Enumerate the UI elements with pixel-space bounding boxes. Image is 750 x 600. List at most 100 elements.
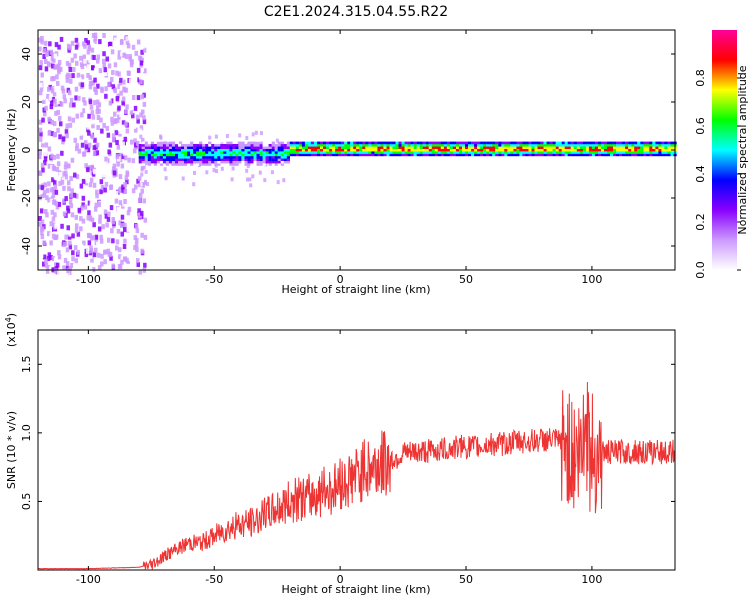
heatmap-cell bbox=[232, 146, 236, 149]
heatmap-cell bbox=[317, 151, 321, 154]
heatmap-cell bbox=[54, 201, 58, 207]
heatmap-cell bbox=[108, 100, 113, 106]
heatmap-cell bbox=[646, 153, 650, 157]
heatmap-cell bbox=[504, 148, 508, 152]
heatmap-cell bbox=[389, 151, 393, 154]
heatmap-cell bbox=[178, 151, 182, 154]
heatmap-cell bbox=[404, 148, 408, 152]
heatmap-cell bbox=[329, 153, 333, 157]
heatmap-cell bbox=[126, 210, 131, 216]
heatmap-cell bbox=[74, 258, 79, 264]
heatmap-cell bbox=[190, 151, 194, 154]
heatmap-cell bbox=[55, 166, 60, 172]
heatmap-cell bbox=[44, 259, 48, 265]
heatmap-cell bbox=[141, 163, 145, 166]
heatmap-cell bbox=[42, 107, 46, 113]
heatmap-cell bbox=[245, 136, 249, 140]
heatmap-cell bbox=[483, 153, 487, 157]
heatmap-cell bbox=[88, 81, 93, 87]
heatmap-cell bbox=[45, 268, 50, 274]
heatmap-cell bbox=[579, 144, 583, 147]
heatmap-cell bbox=[522, 144, 526, 147]
heatmap-cell bbox=[374, 148, 378, 152]
heatmap-cell bbox=[101, 172, 106, 178]
heatmap-cell bbox=[440, 148, 444, 152]
heatmap-cell bbox=[601, 153, 605, 157]
heatmap-cell bbox=[90, 134, 95, 140]
heatmap-cell bbox=[205, 139, 209, 142]
heatmap-cell bbox=[561, 146, 565, 149]
heatmap-cell bbox=[105, 244, 110, 250]
heatmap-cell bbox=[87, 130, 91, 136]
heatmap-cell bbox=[344, 141, 348, 145]
heatmap-cell bbox=[522, 146, 526, 149]
heatmap-cell bbox=[121, 141, 125, 147]
heatmap-cell bbox=[250, 160, 254, 164]
heatmap-cell bbox=[44, 105, 48, 111]
heatmap-cell bbox=[175, 146, 179, 149]
heatmap-cell bbox=[307, 151, 312, 154]
heatmap-cell bbox=[516, 144, 520, 147]
heatmap-cell bbox=[323, 151, 327, 154]
heatmap-cell bbox=[134, 142, 138, 148]
heatmap-cell bbox=[492, 151, 496, 154]
heatmap-cell bbox=[208, 158, 212, 161]
heatmap-cell bbox=[462, 151, 466, 154]
heatmap-cell bbox=[613, 148, 617, 152]
heatmap-cell bbox=[140, 248, 144, 254]
heatmap-cell bbox=[320, 153, 324, 157]
heatmap-cell bbox=[510, 148, 514, 152]
heatmap-cell bbox=[588, 144, 593, 147]
heatmap-cell bbox=[69, 221, 73, 227]
heatmap-cell bbox=[229, 144, 233, 147]
heatmap-cell bbox=[613, 153, 617, 157]
heatmap-cell bbox=[217, 158, 221, 161]
heatmap-cell bbox=[546, 144, 550, 147]
heatmap-cell bbox=[495, 141, 499, 145]
heatmap-cell bbox=[116, 144, 121, 150]
heatmap-cell bbox=[338, 148, 342, 152]
heatmap-cell bbox=[667, 141, 671, 145]
heatmap-cell bbox=[658, 148, 662, 152]
heatmap-cell bbox=[38, 127, 43, 133]
heatmap-cell bbox=[371, 144, 375, 147]
heatmap-cell bbox=[38, 65, 43, 71]
heatmap-cell bbox=[98, 68, 103, 74]
heatmap-cell bbox=[202, 160, 206, 164]
heatmap-cell bbox=[101, 152, 105, 158]
heatmap-cell bbox=[431, 146, 435, 149]
heatmap-cell bbox=[555, 144, 559, 147]
heatmap-cell bbox=[229, 151, 233, 154]
heatmap-cell bbox=[350, 151, 354, 154]
heatmap-cell bbox=[492, 146, 496, 149]
heatmap-cell bbox=[401, 146, 405, 149]
heatmap-cell bbox=[82, 54, 86, 60]
heatmap-cell bbox=[374, 151, 378, 154]
heatmap-cell bbox=[80, 64, 85, 70]
heatmap-cell bbox=[83, 58, 87, 64]
heatmap-cell bbox=[175, 153, 179, 157]
heatmap-cell bbox=[249, 183, 253, 188]
heatmap-cell bbox=[558, 146, 562, 149]
heatmap-cell bbox=[564, 144, 568, 147]
heatmap-cell bbox=[392, 144, 396, 147]
heatmap-cell bbox=[87, 240, 92, 246]
heatmap-cell bbox=[253, 151, 257, 154]
heatmap-cell bbox=[585, 151, 590, 154]
heatmap-cell bbox=[91, 42, 95, 48]
heatmap-cell bbox=[208, 135, 212, 140]
heatmap-cell bbox=[652, 153, 656, 157]
heatmap-cell bbox=[604, 151, 608, 154]
heatmap-cell bbox=[634, 144, 638, 147]
heatmap-cell bbox=[279, 164, 283, 169]
heatmap-cell bbox=[625, 141, 629, 145]
heatmap-cell bbox=[141, 227, 145, 233]
heatmap-cell bbox=[259, 144, 263, 147]
heatmap-cell bbox=[43, 182, 47, 188]
heatmap-cell bbox=[504, 144, 508, 147]
x-tick-label: -50 bbox=[205, 573, 223, 586]
heatmap-cell bbox=[323, 141, 327, 145]
heatmap-cell bbox=[51, 186, 55, 192]
heatmap-cell bbox=[664, 144, 668, 147]
heatmap-cell bbox=[47, 116, 51, 122]
